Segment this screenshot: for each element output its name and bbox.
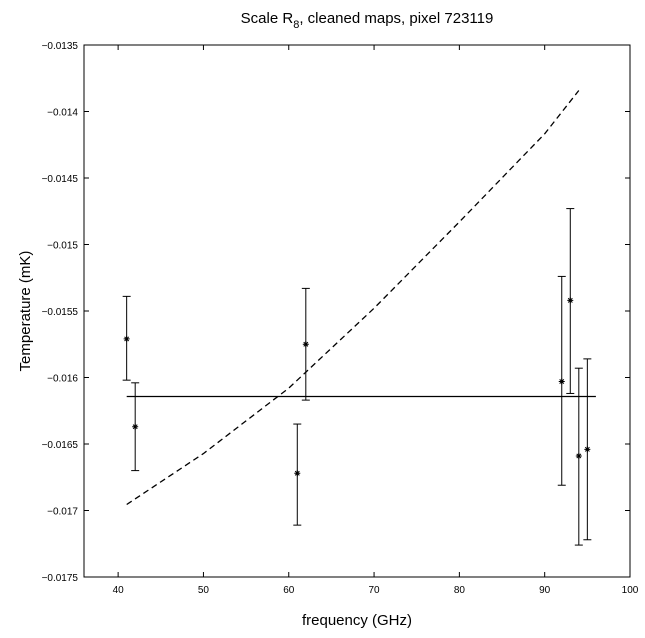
x-tick-label: 70	[369, 585, 381, 596]
data-point-marker	[123, 335, 130, 342]
y-tick-label: −0.0155	[42, 307, 79, 318]
data-point-marker	[294, 470, 301, 477]
x-tick-label: 40	[113, 585, 125, 596]
chart-title: Scale R8, cleaned maps, pixel 723119	[241, 10, 494, 31]
y-tick-label: −0.0175	[42, 573, 79, 584]
x-axis-label: frequency (GHz)	[302, 612, 412, 629]
data-point-marker	[132, 423, 139, 430]
y-axis-label: Temperature (mK)	[17, 251, 34, 372]
x-tick-label: 60	[283, 585, 295, 596]
data-point-marker	[584, 446, 591, 453]
x-tick-label: 100	[622, 585, 639, 596]
y-tick-label: −0.0165	[42, 440, 79, 451]
y-tick-label: −0.015	[47, 241, 78, 252]
y-tick-label: −0.016	[47, 374, 78, 385]
plot-area	[83, 44, 631, 578]
y-tick-label: −0.017	[47, 507, 78, 518]
data-layer	[122, 90, 596, 546]
y-tick-label: −0.0135	[42, 41, 79, 52]
data-point-marker	[302, 341, 309, 348]
axis-ticks: 40 50 60 70 80 90 100 −0.0135 −0.014 −0.0145 −0.01…	[42, 41, 639, 596]
data-point-marker	[558, 378, 565, 385]
data-point-marker	[567, 297, 574, 304]
model-curve-dashed	[126, 90, 580, 506]
y-tick-label: −0.0145	[42, 174, 79, 185]
data-point-marker	[575, 452, 582, 459]
x-tick-label: 90	[539, 585, 551, 596]
x-tick-label: 50	[198, 585, 210, 596]
x-tick-label: 80	[454, 585, 466, 596]
y-tick-label: −0.014	[47, 108, 78, 119]
